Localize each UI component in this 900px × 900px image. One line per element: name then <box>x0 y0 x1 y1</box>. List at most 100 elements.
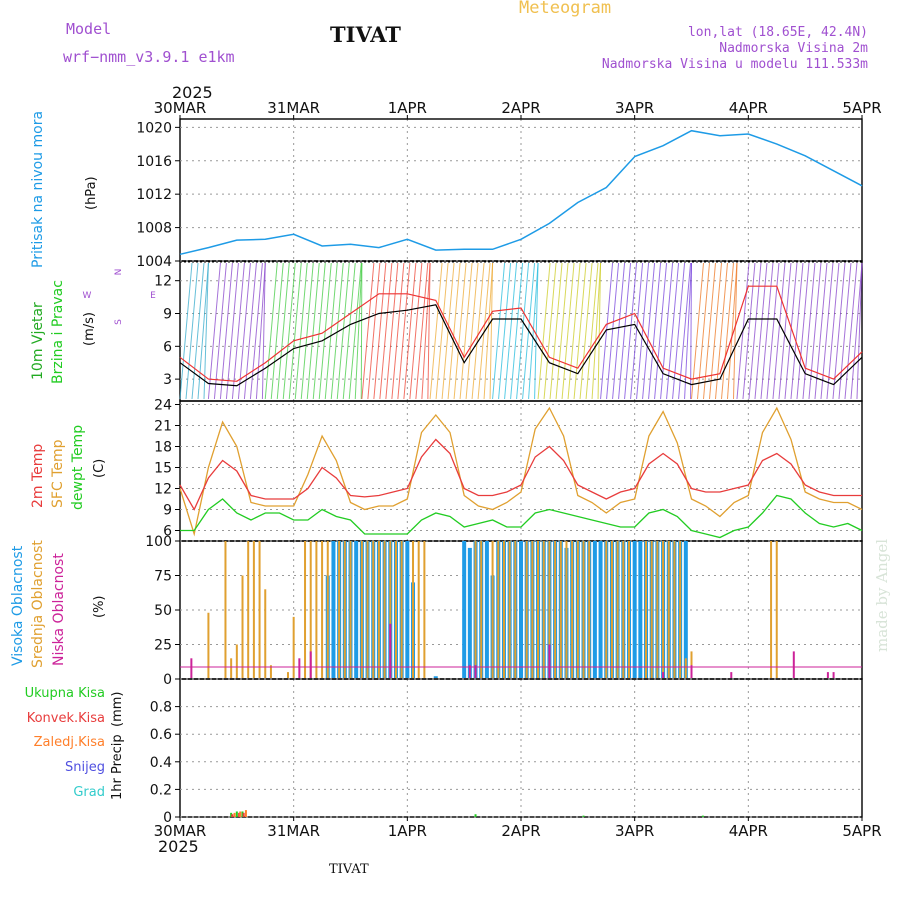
wind-barb <box>270 262 284 400</box>
wind-barb <box>549 262 563 400</box>
wind-barb <box>373 262 387 400</box>
x-tick-label-top: 31MAR <box>267 99 320 117</box>
temp2m-line <box>179 438 862 511</box>
high-cloud-bar <box>331 541 336 678</box>
y-tick-label: 9 <box>163 503 172 519</box>
wind-barb <box>379 262 393 400</box>
precip-unit: (mm) <box>110 691 125 727</box>
wind-unit: (m/s) <box>82 312 97 346</box>
precip-label: 1hr Precip <box>110 734 125 800</box>
pressure-label: Pritisak na nivou mora <box>30 110 46 268</box>
y-tick-label: 12 <box>154 274 172 290</box>
wind-barb <box>784 262 798 400</box>
low-cloud-bar <box>690 665 693 678</box>
wind-barb <box>471 262 485 400</box>
wind-barb <box>367 262 381 400</box>
mid-cloud-bar <box>559 541 562 678</box>
wind-barb <box>447 262 461 400</box>
mid-cloud-bar <box>235 644 238 678</box>
wind-barb <box>361 262 375 400</box>
low-cloud-bar <box>190 658 193 678</box>
x-tick-label-top: 3APR <box>615 99 654 117</box>
mid-cloud-bar <box>252 541 255 678</box>
mid-cloud-bar <box>588 541 591 678</box>
mid-cloud-bar <box>548 541 551 678</box>
wind-barb <box>826 262 840 400</box>
y-tick-label: 6 <box>163 339 172 355</box>
legend-frozen-precip: Zaledj.Kisa <box>33 735 105 750</box>
wind-barb <box>766 262 780 400</box>
total-precip-bar <box>474 814 477 817</box>
wind-barb <box>654 262 668 400</box>
year-bottom: 2025 <box>158 837 199 856</box>
wind-barb <box>179 262 193 400</box>
wind-barb <box>421 262 431 400</box>
wind-barb <box>856 262 863 400</box>
mid-cloud-bar <box>372 541 375 678</box>
total-precip-bar <box>582 815 585 817</box>
wind-barb <box>742 262 756 400</box>
mid-cloud-bar <box>230 658 233 678</box>
wind-barb <box>844 262 858 400</box>
y-tick-label: 6 <box>163 524 172 540</box>
wind-barb <box>276 262 290 400</box>
wind-barb <box>336 262 350 400</box>
mid-cloud-bar <box>684 658 687 678</box>
wind-barb <box>225 262 239 400</box>
high-cloud-bar <box>683 541 688 678</box>
wind-barb <box>288 262 302 400</box>
wind-barb <box>427 262 431 400</box>
high-cloud-bar <box>484 541 489 678</box>
wind-barb <box>409 262 423 400</box>
mid-cloud-bar <box>304 541 307 678</box>
x-tick-label-top: 2APR <box>501 99 540 117</box>
mid-cloud-bar <box>343 541 346 678</box>
mid-cloud-bar <box>366 541 369 678</box>
wind-barb <box>561 262 575 400</box>
footer-station: TIVAT <box>329 862 369 877</box>
mid-cloud-bar <box>645 541 648 678</box>
wind-barb <box>606 262 620 400</box>
low-cloud-bar <box>792 651 795 678</box>
mid-cloud-bar <box>480 541 483 678</box>
y-tick-label: 21 <box>154 419 172 435</box>
wind-barb <box>760 262 774 400</box>
high-cloud-bar <box>467 547 472 678</box>
wind-barb <box>237 262 251 400</box>
mid-cloud-bar <box>389 541 392 678</box>
x-tick-label-bottom: 1APR <box>388 822 427 840</box>
mid-cloud-bar <box>667 541 670 678</box>
y-tick-label: 9 <box>163 307 172 323</box>
wind-barb <box>709 262 722 400</box>
wind-barb <box>832 262 846 400</box>
mid-cloud-bar <box>514 541 517 678</box>
y-tick-label: 1004 <box>136 254 172 270</box>
y-tick-label: 24 <box>154 398 172 414</box>
mid-cloud-bar <box>360 541 363 678</box>
temp-unit: (C) <box>92 458 107 478</box>
wind-barb <box>306 262 320 400</box>
total-precip-bar <box>701 815 704 817</box>
mid-cloud-bar <box>690 651 693 678</box>
wind-barb <box>197 262 209 400</box>
wind-barb <box>300 262 314 400</box>
wind-barb <box>219 262 233 400</box>
wind-barb <box>778 262 792 400</box>
pressure-unit: (hPa) <box>84 176 99 210</box>
mid-cloud-bar <box>627 541 630 678</box>
wind-barb <box>690 262 692 400</box>
mid-cloud-bar <box>292 616 295 678</box>
mid-cloud-bar <box>400 541 403 678</box>
high-cloud-bar <box>632 541 637 678</box>
conv-precip-bar <box>231 814 234 817</box>
year-top: 2025 <box>172 83 213 102</box>
y-tick-label: 0.6 <box>150 727 172 743</box>
wind-barb <box>555 262 569 400</box>
mid-cloud-bar <box>605 541 608 678</box>
y-tick-label: 1012 <box>136 187 172 203</box>
low-cloud-bar <box>468 665 471 678</box>
wind-barb <box>330 262 344 400</box>
dewpt-label: dewpt Temp <box>70 424 86 510</box>
low-cloud-label: Niska Oblacnost <box>51 553 67 666</box>
